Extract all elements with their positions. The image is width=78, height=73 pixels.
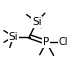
Text: Cl: Cl bbox=[59, 37, 68, 47]
Text: P: P bbox=[43, 37, 49, 47]
Text: Si: Si bbox=[32, 17, 42, 27]
Text: Si: Si bbox=[9, 32, 18, 41]
